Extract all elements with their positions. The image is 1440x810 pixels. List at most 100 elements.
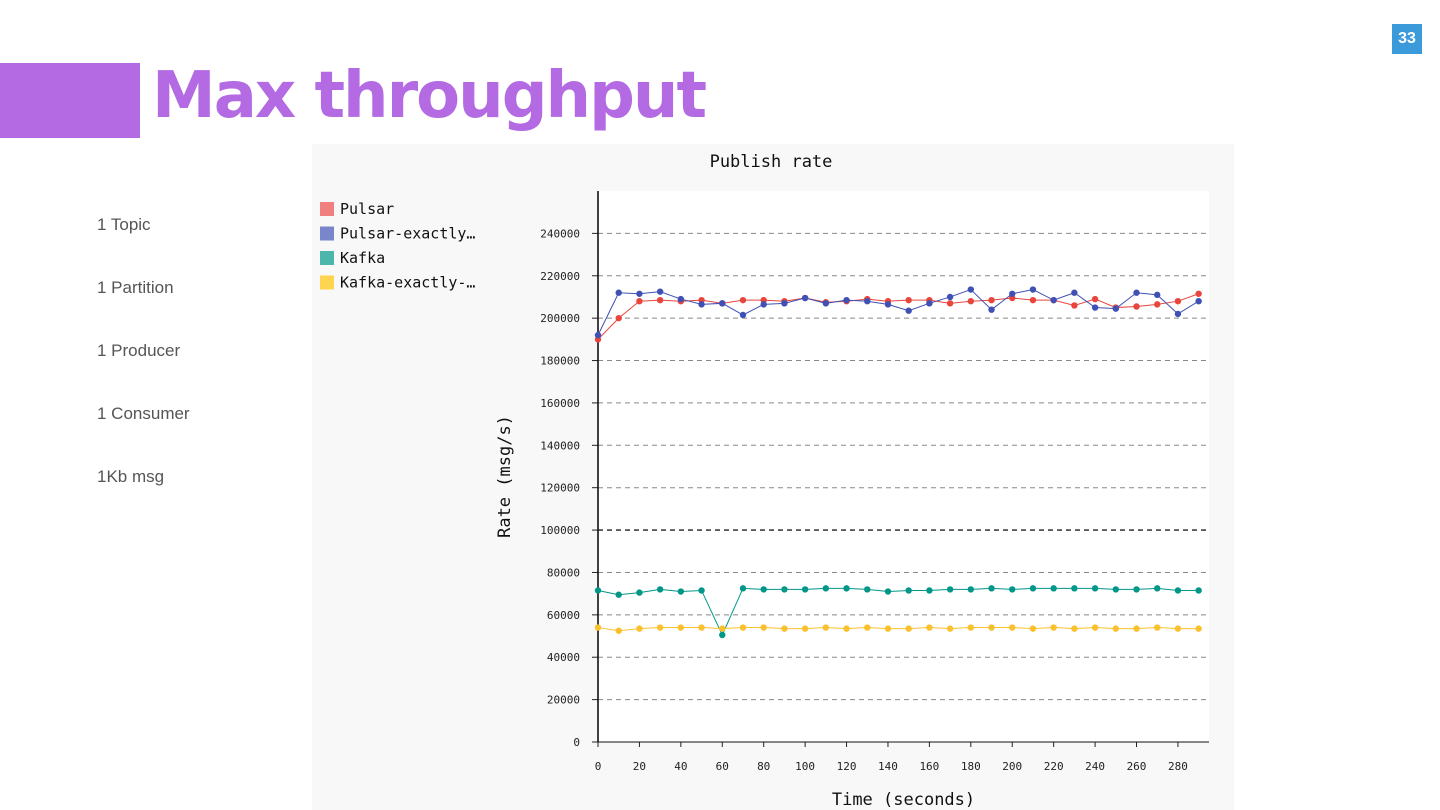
data-point-series-3-12	[843, 625, 850, 632]
data-point-series-2-14	[884, 588, 892, 595]
data-point-series-2-7	[739, 585, 747, 592]
data-point-series-3-16	[926, 624, 933, 631]
data-point-series-3-10	[801, 625, 809, 632]
legend-label-0: Pulsar	[340, 200, 394, 218]
data-point-series-3-6	[719, 625, 726, 632]
data-point-series-2-28	[1174, 587, 1182, 594]
series-line-3	[597, 627, 1199, 632]
data-point-series-0-18	[967, 298, 975, 305]
data-point-series-3-17	[946, 625, 954, 632]
data-point-series-2-17	[946, 586, 954, 593]
data-point-series-3-26	[1133, 625, 1140, 632]
x-tick-label-20: 20	[633, 760, 646, 773]
x-tick-label-260: 260	[1127, 760, 1147, 773]
data-point-series-3-25	[1112, 625, 1119, 632]
series-line-1	[597, 288, 1199, 336]
legend-swatch-0	[320, 202, 334, 216]
y-tick-label-120000: 120000	[540, 482, 580, 495]
y-tick-label-180000: 180000	[540, 355, 580, 368]
slide-title: Max throughput	[152, 59, 707, 133]
bullet-item-consumer: 1 Consumer	[97, 404, 190, 423]
x-tick-label-80: 80	[757, 760, 770, 773]
y-tick-label-80000: 80000	[547, 566, 580, 579]
chart-title: Publish rate	[710, 152, 833, 172]
data-point-series-1-13	[864, 298, 871, 305]
data-point-series-1-27	[1154, 291, 1161, 299]
data-point-series-3-3	[656, 624, 664, 631]
legend-label-3: Kafka-exactly-…	[340, 274, 475, 292]
data-point-series-1-6	[719, 300, 726, 307]
y-tick-label-220000: 220000	[540, 270, 580, 283]
data-point-series-3-29	[1195, 625, 1202, 632]
data-point-series-3-15	[905, 625, 912, 632]
x-tick-label-100: 100	[795, 760, 815, 773]
data-point-series-0-26	[1133, 303, 1140, 310]
data-point-series-1-9	[781, 300, 788, 307]
data-point-series-1-5	[698, 301, 705, 308]
data-point-series-2-9	[781, 586, 788, 593]
data-point-series-1-8	[760, 301, 767, 308]
data-point-series-2-16	[926, 587, 933, 594]
data-point-series-1-12	[843, 296, 850, 304]
data-point-series-1-24	[1091, 304, 1099, 311]
title-accent-bar	[0, 63, 140, 138]
x-tick-label-160: 160	[919, 760, 939, 773]
data-point-series-3-9	[781, 625, 788, 632]
data-point-series-1-17	[946, 293, 954, 301]
data-point-series-0-24	[1091, 295, 1099, 303]
page-number: 33	[1392, 24, 1422, 54]
data-point-series-3-8	[760, 624, 767, 631]
data-point-series-0-1	[615, 314, 622, 322]
data-point-series-1-0	[594, 331, 602, 339]
data-point-series-2-1	[615, 591, 622, 598]
data-point-series-2-4	[677, 588, 685, 595]
bullet-item-message-size: 1Kb msg	[97, 467, 165, 486]
series-line-0	[597, 293, 1199, 340]
data-point-series-2-26	[1133, 586, 1140, 593]
data-point-series-1-20	[1009, 290, 1016, 297]
bullet-item-partition: 1 Partition	[97, 278, 174, 297]
data-point-series-3-28	[1174, 625, 1182, 632]
data-point-series-3-13	[864, 624, 871, 631]
data-point-series-0-7	[739, 296, 747, 304]
data-point-series-3-11	[822, 624, 830, 631]
legend-label-1: Pulsar-exactly…	[340, 225, 475, 243]
data-point-series-0-23	[1071, 302, 1078, 309]
x-tick-label-40: 40	[674, 760, 687, 773]
data-point-series-2-10	[801, 586, 809, 593]
data-point-series-1-1	[615, 289, 622, 296]
data-point-series-3-0	[594, 624, 602, 631]
y-tick-label-60000: 60000	[547, 609, 580, 622]
bullet-list: 1 Topic 1 Partition 1 Producer 1 Consume…	[97, 212, 190, 527]
legend-label-2: Kafka	[340, 249, 385, 267]
legend-swatch-3	[320, 275, 334, 290]
data-point-series-1-23	[1071, 289, 1078, 296]
x-tick-label-0: 0	[595, 760, 602, 773]
data-point-series-0-3	[656, 296, 664, 304]
x-tick-label-60: 60	[716, 760, 729, 773]
data-point-series-1-3	[656, 288, 664, 295]
y-tick-label-0: 0	[573, 736, 580, 749]
data-point-series-3-1	[615, 627, 622, 634]
data-point-series-2-6	[719, 631, 726, 639]
data-point-series-0-21	[1029, 296, 1037, 304]
y-tick-label-240000: 240000	[540, 227, 580, 240]
data-point-series-3-14	[884, 625, 892, 632]
data-point-series-2-13	[864, 586, 871, 593]
data-point-series-3-24	[1091, 624, 1099, 631]
data-point-series-0-27	[1154, 301, 1161, 308]
data-point-series-1-28	[1174, 310, 1182, 318]
data-point-series-2-3	[656, 586, 664, 593]
y-tick-label-100000: 100000	[540, 524, 580, 537]
plot-area	[598, 191, 1209, 742]
data-point-series-1-22	[1050, 296, 1057, 304]
data-point-series-3-2	[636, 625, 643, 632]
data-point-series-0-2	[636, 298, 643, 305]
data-point-series-3-4	[677, 624, 685, 631]
data-point-series-1-18	[967, 286, 975, 293]
data-point-series-2-2	[636, 589, 643, 596]
x-tick-label-140: 140	[878, 760, 898, 773]
data-point-series-1-19	[988, 306, 995, 313]
data-point-series-1-10	[801, 294, 809, 302]
data-point-series-3-23	[1071, 625, 1078, 632]
